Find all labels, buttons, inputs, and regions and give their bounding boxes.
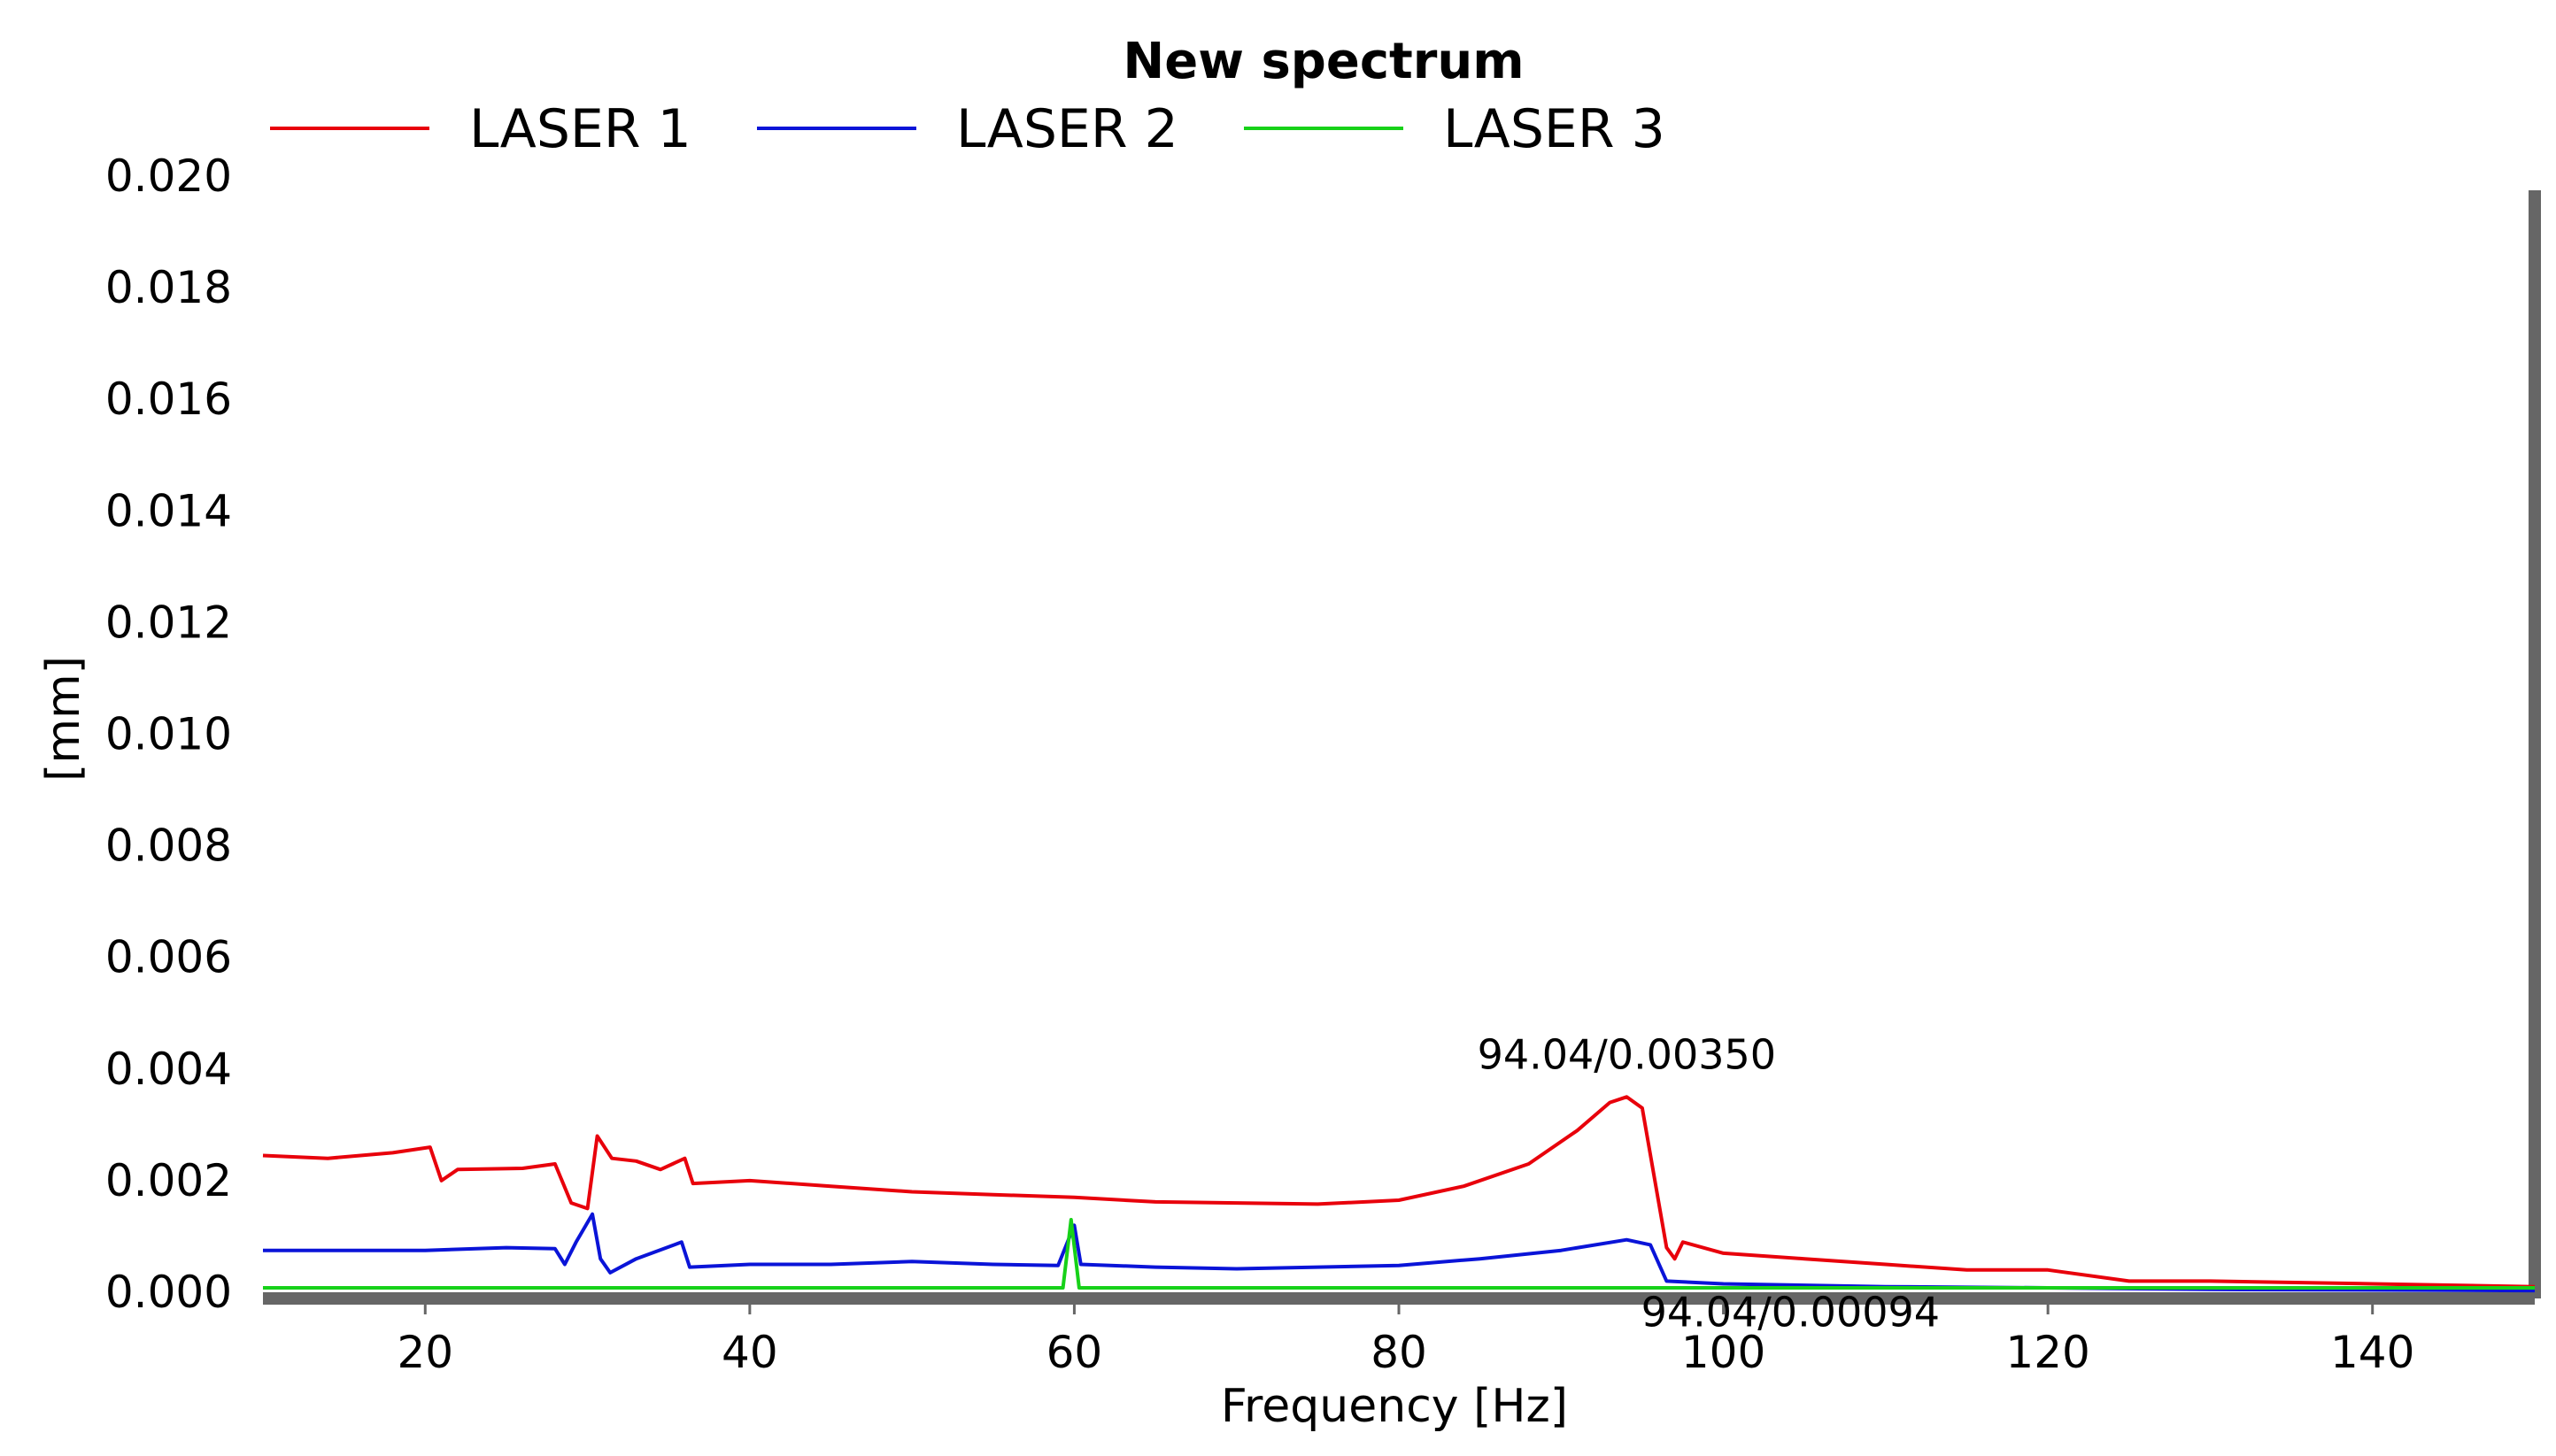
- y-tick-label: 0.000: [105, 1267, 232, 1318]
- y-tick-label: 0.012: [105, 597, 232, 648]
- y-tick-label: 0.018: [105, 262, 232, 313]
- y-tick-label: 0.006: [105, 932, 232, 983]
- legend-label-laser-3: LASER 3: [1443, 98, 1665, 160]
- chart-title: New spectrum: [1123, 33, 1524, 90]
- series-group: [262, 1095, 2536, 1293]
- legend-label-laser-2: LASER 2: [956, 98, 1178, 160]
- x-tick-label: 20: [397, 1327, 453, 1378]
- legend-label-laser-1: LASER 1: [469, 98, 691, 160]
- peak-annotation: 94.04/0.00094: [1641, 1289, 1940, 1337]
- peak-annotation: 94.04/0.00350: [1478, 1030, 1776, 1078]
- y-tick-label: 0.014: [105, 485, 232, 536]
- y-tick-label: 0.020: [105, 150, 232, 202]
- y-tick-label: 0.008: [105, 820, 232, 872]
- series-line-laser-1: [262, 1095, 2536, 1289]
- series-line-laser-2: [263, 1212, 2536, 1293]
- x-axis-title: Frequency [Hz]: [1221, 1380, 1568, 1433]
- x-tick-label: 140: [2330, 1327, 2414, 1378]
- y-axis-title: [mm]: [37, 656, 90, 782]
- x-tick-label: 80: [1371, 1327, 1427, 1378]
- y-axis: 0.000 0.002 0.004 0.006 0.008 0.010 0.012 0.014…: [105, 150, 232, 1318]
- legend: LASER 1 LASER 2 LASER 3: [270, 98, 1665, 160]
- y-tick-label: 0.002: [105, 1155, 232, 1206]
- x-tick-label: 60: [1046, 1327, 1103, 1378]
- x-tick-label: 100: [1681, 1327, 1765, 1378]
- y-tick-label: 0.010: [105, 709, 232, 760]
- y-tick-label: 0.004: [105, 1044, 232, 1095]
- x-tick-label: 40: [722, 1327, 778, 1378]
- x-axis: 20 40 60 80 100 120 140: [397, 1298, 2414, 1378]
- annotations: 94.04/0.00350 94.04/0.00094: [1478, 1030, 1940, 1336]
- series-line-laser-3: [263, 1218, 2535, 1290]
- x-tick-label: 120: [2005, 1327, 2089, 1378]
- y-tick-label: 0.016: [105, 374, 232, 425]
